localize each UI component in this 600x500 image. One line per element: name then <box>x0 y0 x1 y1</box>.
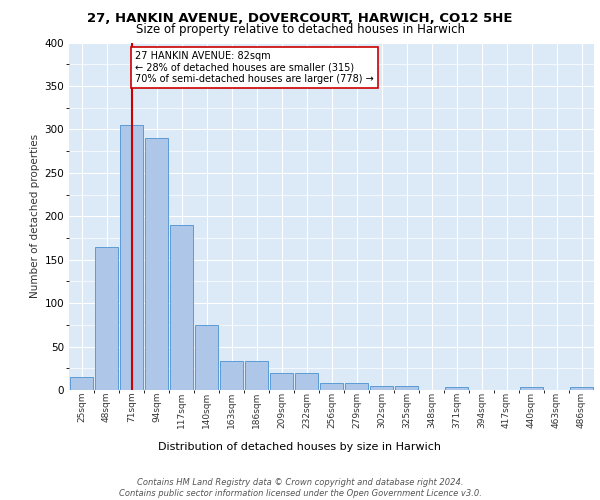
Bar <box>145 138 168 390</box>
Text: 27 HANKIN AVENUE: 82sqm
← 28% of detached houses are smaller (315)
70% of semi-d: 27 HANKIN AVENUE: 82sqm ← 28% of detache… <box>135 51 374 84</box>
Bar <box>345 383 368 390</box>
Bar <box>270 372 293 390</box>
Bar <box>395 386 418 390</box>
Bar <box>220 362 243 390</box>
Bar <box>445 386 468 390</box>
Text: Distribution of detached houses by size in Harwich: Distribution of detached houses by size … <box>158 442 442 452</box>
Text: 27, HANKIN AVENUE, DOVERCOURT, HARWICH, CO12 5HE: 27, HANKIN AVENUE, DOVERCOURT, HARWICH, … <box>87 12 513 26</box>
Bar <box>95 246 118 390</box>
Bar <box>320 383 343 390</box>
Bar <box>295 372 318 390</box>
Bar <box>170 225 193 390</box>
Bar <box>570 388 593 390</box>
Bar <box>70 377 93 390</box>
Bar <box>120 125 143 390</box>
Bar <box>245 362 268 390</box>
Text: Size of property relative to detached houses in Harwich: Size of property relative to detached ho… <box>136 22 464 36</box>
Y-axis label: Number of detached properties: Number of detached properties <box>30 134 40 298</box>
Text: Contains HM Land Registry data © Crown copyright and database right 2024.
Contai: Contains HM Land Registry data © Crown c… <box>119 478 481 498</box>
Bar <box>370 386 393 390</box>
Bar <box>520 388 543 390</box>
Bar <box>195 325 218 390</box>
